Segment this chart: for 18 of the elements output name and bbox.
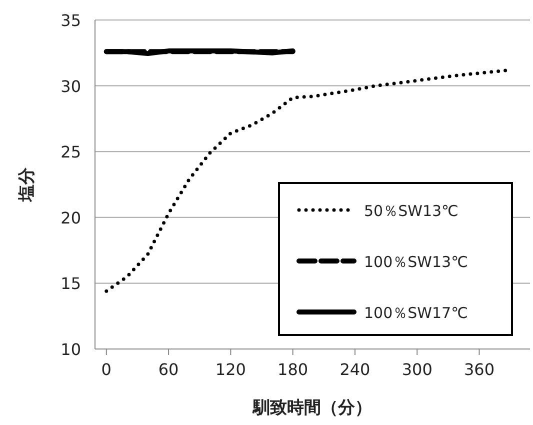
- y-tick-label: 30: [60, 76, 81, 96]
- x-tick-label: 360: [464, 360, 495, 379]
- y-axis-title: 塩分: [17, 166, 37, 202]
- x-tick-label: 180: [278, 360, 308, 379]
- legend-label: 50％SW13℃: [364, 202, 458, 220]
- y-tick-label: 20: [60, 208, 81, 228]
- x-axis-title: 馴致時間（分）: [252, 398, 372, 418]
- legend-label: 100％SW17℃: [364, 304, 468, 322]
- y-tick-label: 35: [60, 11, 81, 30]
- y-tick-label: 25: [60, 142, 81, 162]
- x-tick-label: 120: [215, 360, 246, 379]
- x-tick-label: 300: [402, 360, 432, 379]
- legend-label: 100％SW13℃: [364, 253, 468, 271]
- y-tick-label: 10: [60, 340, 81, 359]
- x-tick-label: 0: [101, 360, 112, 379]
- x-tick-label: 60: [158, 360, 179, 379]
- x-tick-label: 240: [340, 360, 370, 379]
- y-tick-label: 15: [60, 274, 81, 294]
